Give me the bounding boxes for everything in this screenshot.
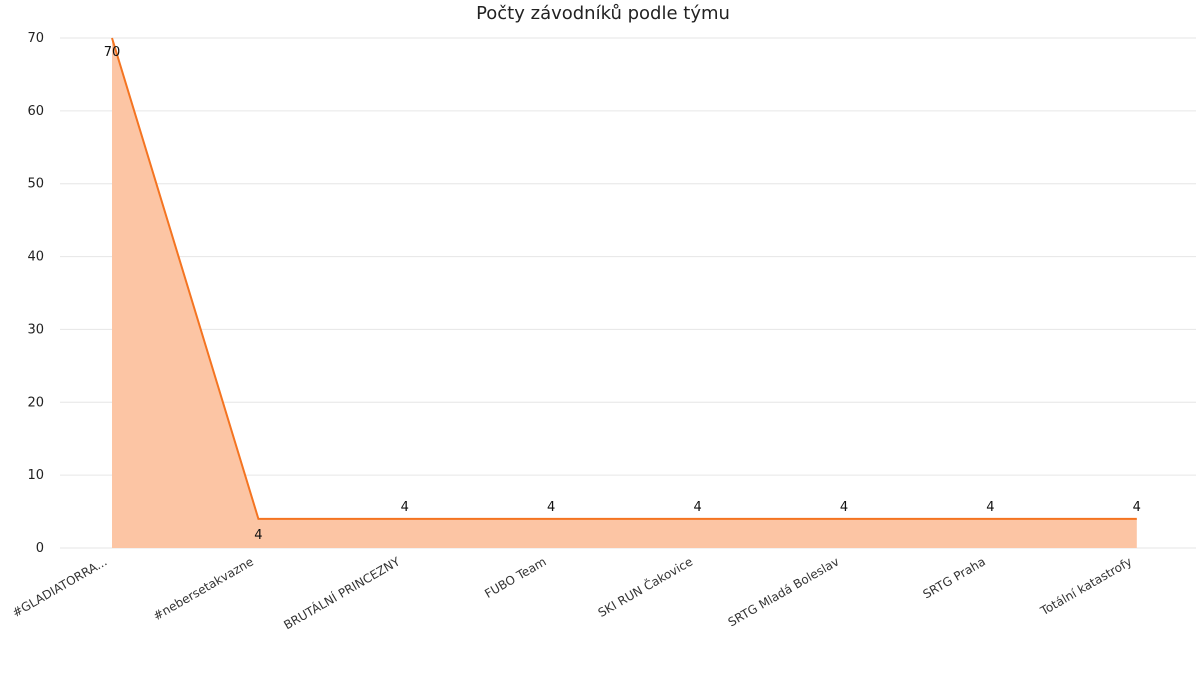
y-tick-label: 70 [27,31,44,46]
x-tick-label: FUBO Team [482,554,548,600]
x-axis: #GLADIATORRA... #nebersetakvazne BRUTÁLNÍ … [10,553,1134,632]
data-label: 4 [986,500,994,515]
series-area [111,37,1137,548]
x-tick-label: SRTG Mladá Boleslav [726,554,842,629]
x-tick-label: #GLADIATORRA... [10,554,110,620]
data-label: 4 [254,528,262,543]
y-tick-label: 0 [36,541,44,556]
series-line [111,37,1137,520]
y-tick-label: 10 [27,468,44,483]
y-tick-label: 40 [27,250,44,265]
y-tick-label: 30 [27,322,44,337]
data-label: 4 [840,500,848,515]
y-tick-label: 60 [27,104,44,119]
data-labels: 70 4 4 4 4 4 4 4 [104,45,1141,543]
data-label: 4 [693,500,701,515]
x-tick-label: SKI RUN Čakovice [595,554,695,620]
area-fill [112,38,1137,548]
data-label: 4 [547,500,555,515]
x-tick-label: SRTG Praha [920,554,987,601]
y-tick-label: 20 [27,395,44,410]
y-tick-label: 50 [27,177,44,192]
gridlines [60,37,1196,549]
x-tick-label: BRUTÁLNÍ PRINCEZNY [281,553,403,632]
x-tick-label: #nebersetakvazne [151,554,256,623]
x-tick-label: Totální katastrofy [1037,554,1134,618]
chart-title: Počty závodníků podle týmu [476,3,730,24]
data-label: 4 [1133,500,1141,515]
data-label: 4 [401,500,409,515]
y-axis: 0 10 20 30 40 50 60 70 [27,31,44,556]
data-label: 70 [104,45,121,60]
